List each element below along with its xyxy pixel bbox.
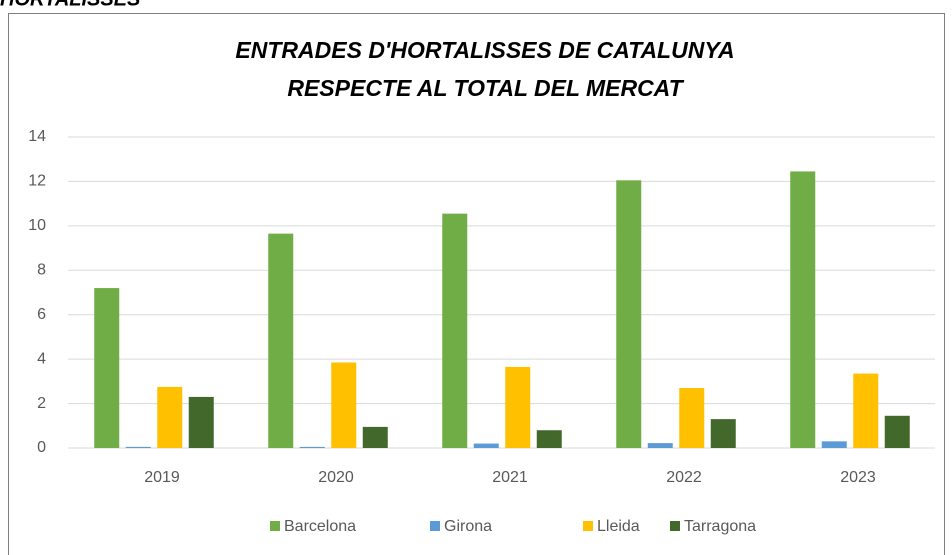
legend-label: Lleida: [597, 518, 640, 535]
page-header: HORTALISSES: [0, 0, 141, 10]
legend-swatch: [670, 521, 680, 531]
chart-title: ENTRADES D'HORTALISSES DE CATALUNYA: [235, 37, 734, 63]
y-tick-label: 8: [37, 262, 46, 279]
bar: [362, 426, 388, 448]
legend-label: Tarragona: [684, 518, 756, 535]
bar: [616, 180, 642, 448]
bar: [157, 386, 183, 448]
bar: [710, 419, 736, 448]
x-tick-label: 2020: [318, 469, 354, 486]
y-tick-label: 12: [28, 173, 46, 190]
x-tick-label: 2019: [144, 469, 180, 486]
bar: [188, 396, 214, 448]
bar: [125, 446, 151, 448]
y-tick-label: 10: [28, 217, 46, 234]
legend-label: Barcelona: [284, 518, 356, 535]
legend-swatch: [270, 521, 280, 531]
bar: [442, 213, 468, 448]
y-tick-label: 2: [37, 395, 46, 412]
y-tick-label: 4: [37, 350, 46, 367]
bar: [299, 446, 325, 448]
y-tick-label: 6: [37, 306, 46, 323]
chart-title: RESPECTE AL TOTAL DEL MERCAT: [287, 75, 684, 101]
x-tick-label: 2021: [492, 469, 528, 486]
bar: [268, 233, 294, 448]
legend-swatch: [583, 521, 593, 531]
bar: [884, 415, 910, 448]
chart-border: [8, 13, 945, 555]
bar: [679, 388, 705, 448]
y-tick-label: 14: [28, 128, 46, 145]
bar: [473, 443, 499, 448]
bar: [94, 288, 120, 448]
bar: [505, 366, 531, 448]
bar: [331, 362, 357, 448]
x-tick-label: 2022: [666, 469, 702, 486]
bar: [853, 373, 879, 448]
legend-swatch: [430, 521, 440, 531]
y-tick-label: 0: [37, 439, 46, 456]
x-tick-label: 2023: [840, 469, 876, 486]
bar: [821, 441, 847, 448]
bar: [536, 430, 562, 448]
legend-label: Girona: [444, 518, 492, 535]
bar: [647, 443, 673, 448]
bar: [790, 171, 816, 449]
